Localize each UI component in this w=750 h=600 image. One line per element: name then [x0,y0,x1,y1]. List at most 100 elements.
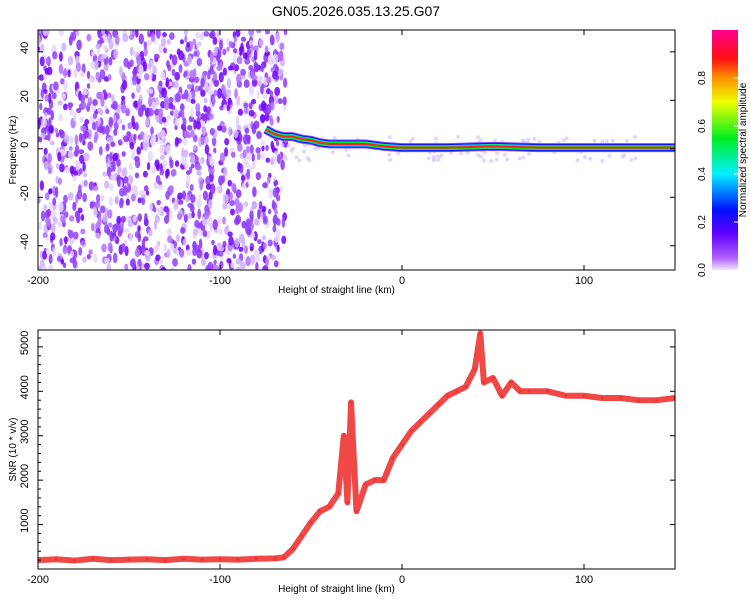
noise-blob [209,166,215,175]
noise-blob [224,226,229,235]
snr-point [254,557,258,561]
noise-blob [126,131,132,137]
x-tick-label: -100 [209,275,231,287]
snr-point [455,389,459,393]
noise-blob [249,166,253,173]
noise-blob [112,114,117,123]
snr-point [400,443,404,447]
noise-blob [234,198,240,208]
noise-blob [183,89,189,100]
noise-blob [129,233,133,243]
noise-blob [244,57,251,65]
noise-blob [142,170,148,178]
noise-blob [600,139,605,144]
noise-blob [48,188,53,195]
noise-blob [126,216,130,222]
noise-blob [276,153,281,165]
noise-blob [600,158,605,163]
noise-blob [43,89,48,95]
noise-blob [40,117,47,128]
noise-blob [261,235,266,241]
noise-blob [157,207,163,215]
noise-blob [186,124,193,131]
noise-blob [168,96,174,104]
noise-blob [106,227,111,236]
noise-blob [465,150,470,155]
noise-blob [182,117,187,126]
noise-blob [273,260,279,268]
noise-blob [94,59,99,71]
noise-blob [58,30,65,37]
snr-point [218,557,222,561]
noise-blob [232,54,237,65]
noise-blob [112,161,116,172]
noise-blob [216,30,221,38]
noise-blob [155,96,159,106]
noise-blob [133,187,139,198]
noise-blob [72,170,79,176]
noise-blob [238,233,245,244]
noise-blob [38,45,41,53]
noise-blob [190,154,196,165]
snr-point [327,505,331,509]
noise-blob [121,124,126,131]
noise-blob [82,140,86,146]
noise-blob [280,143,285,148]
snr-point [342,434,346,438]
y-tick-label: 5000 [19,331,31,355]
noise-blob [279,42,285,51]
noise-blob [607,153,612,158]
noise-blob [209,79,214,88]
noise-blob [176,249,180,257]
noise-blob [82,192,87,203]
noise-blob [94,200,101,209]
noise-blob [67,69,71,78]
noise-blob [169,159,174,169]
noise-blob [47,166,52,175]
noise-blob [56,255,62,263]
noise-blob [38,221,43,231]
noise-blob [233,48,238,54]
noise-blob [102,89,107,95]
noise-blob [270,140,275,150]
noise-blob [267,208,272,215]
noise-blob [87,141,94,151]
noise-blob [212,71,218,83]
noise-blob [61,42,67,52]
noise-blob [194,85,200,93]
snr-point [318,509,322,513]
noise-blob [218,71,224,83]
snr-point [482,380,486,384]
noise-blob [302,143,307,148]
noise-blob [75,160,81,167]
noise-blob [77,207,83,214]
noise-blob [102,214,108,223]
noise-blob [177,192,183,200]
noise-blob [259,114,266,124]
noise-blob [169,243,175,251]
noise-blob [278,68,284,76]
noise-blob [190,129,195,138]
noise-blob [50,232,56,241]
noise-blob [137,225,141,232]
x-tick-label: -100 [209,574,231,586]
noise-blob [249,232,256,240]
snr-point [655,398,659,402]
noise-blob [176,213,182,220]
noise-blob [123,176,129,184]
noise-blob [117,119,121,125]
noise-blob [264,45,269,54]
noise-blob [57,151,62,162]
x-tick-label: 100 [575,275,593,287]
colorbar-label: Normalized spectral amplitude [738,82,749,217]
noise-blob [172,257,178,267]
noise-blob [137,233,142,243]
noise-blob [202,190,209,201]
noise-blob [110,141,116,148]
noise-blob [396,151,401,156]
noise-blob [152,65,157,76]
noise-blob [100,205,106,214]
noise-blob [39,56,45,67]
noise-blob [330,150,335,155]
